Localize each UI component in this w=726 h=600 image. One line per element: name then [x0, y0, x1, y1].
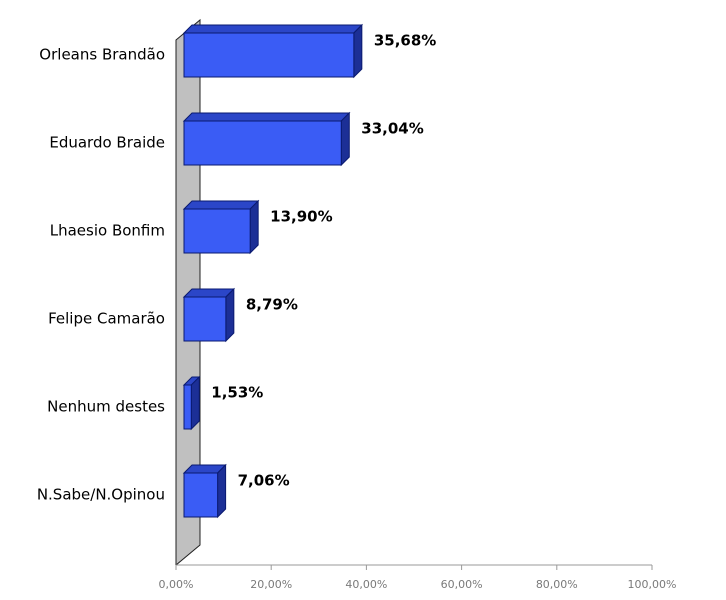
value-label: 13,90%: [270, 208, 332, 226]
bar-face: [182, 112, 351, 122]
bar-face: [183, 32, 355, 78]
bar-face: [183, 208, 251, 254]
bar-face: [249, 199, 259, 255]
y-tick-label: N.Sabe/N.Opinou: [37, 486, 165, 504]
bar-face: [353, 23, 363, 79]
value-label: 1,53%: [211, 384, 263, 402]
bar: [182, 287, 236, 343]
value-label: 7,06%: [238, 472, 290, 490]
bar: [182, 375, 201, 431]
bar-face: [225, 287, 235, 343]
bar-face: [183, 296, 227, 342]
y-tick-label: Lhaesio Bonfim: [50, 222, 165, 240]
bar-face: [340, 111, 350, 167]
bar-face: [182, 24, 364, 34]
bar-face: [183, 472, 219, 518]
x-tick-label: 100,00%: [628, 578, 677, 591]
value-label: 35,68%: [374, 32, 436, 50]
value-label: 33,04%: [361, 120, 423, 138]
y-tick-label: Eduardo Braide: [49, 134, 165, 152]
bar-face: [183, 384, 192, 430]
bar: [182, 463, 227, 519]
bar: [182, 199, 260, 255]
y-tick-label: Felipe Camarão: [48, 310, 165, 328]
bar-face: [190, 375, 200, 431]
y-tick-label: Orleans Brandão: [39, 46, 165, 64]
value-label: 8,79%: [246, 296, 298, 314]
bar-face: [217, 463, 227, 519]
x-tick-label: 80,00%: [536, 578, 578, 591]
bar-face: [182, 200, 260, 210]
x-tick-label: 40,00%: [345, 578, 387, 591]
bar: [182, 111, 351, 167]
x-tick-label: 60,00%: [441, 578, 483, 591]
y-tick-label: Nenhum destes: [47, 398, 165, 416]
x-tick-label: 0,00%: [159, 578, 194, 591]
x-tick-label: 20,00%: [250, 578, 292, 591]
bar: [182, 23, 364, 79]
bar-face: [183, 120, 342, 166]
